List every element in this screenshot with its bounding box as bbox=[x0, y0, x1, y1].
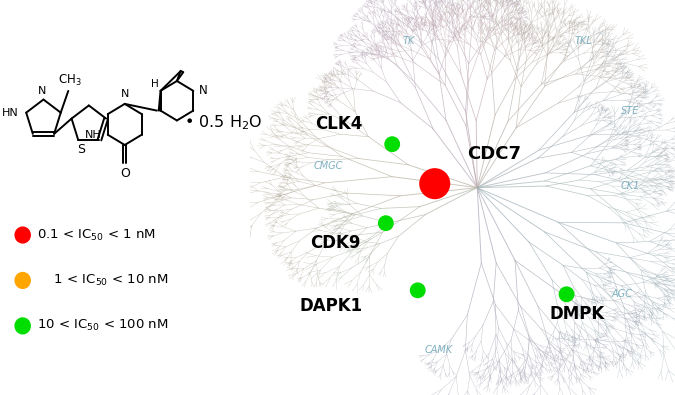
Text: HN: HN bbox=[2, 108, 19, 118]
Text: CK1: CK1 bbox=[620, 181, 640, 191]
Text: CMGC: CMGC bbox=[314, 161, 343, 171]
Circle shape bbox=[15, 227, 30, 243]
Text: CDK9: CDK9 bbox=[310, 234, 360, 252]
Text: CDC7: CDC7 bbox=[466, 145, 520, 163]
Point bbox=[561, 291, 572, 297]
Text: CAMK: CAMK bbox=[425, 344, 453, 355]
Text: AGC: AGC bbox=[612, 289, 632, 299]
Text: CH$_3$: CH$_3$ bbox=[58, 73, 82, 88]
Text: DMPK: DMPK bbox=[549, 305, 605, 323]
Point bbox=[387, 141, 398, 147]
Text: NH: NH bbox=[85, 130, 102, 140]
Text: H: H bbox=[151, 79, 159, 89]
Point bbox=[381, 220, 392, 226]
Text: 1 < IC$_{50}$ < 10 nM: 1 < IC$_{50}$ < 10 nM bbox=[37, 273, 168, 288]
Text: O: O bbox=[119, 167, 130, 180]
Text: N: N bbox=[37, 86, 46, 96]
Text: N: N bbox=[199, 85, 208, 97]
Text: DAPK1: DAPK1 bbox=[299, 297, 362, 315]
Text: • 0.5 H$_2$O: • 0.5 H$_2$O bbox=[184, 113, 263, 132]
Text: N: N bbox=[121, 89, 129, 99]
Text: CLK4: CLK4 bbox=[315, 115, 362, 134]
Text: STE: STE bbox=[621, 105, 639, 116]
Point bbox=[429, 181, 440, 187]
Circle shape bbox=[15, 273, 30, 288]
Circle shape bbox=[15, 318, 30, 334]
Point bbox=[412, 287, 423, 293]
Text: 0.1 < IC$_{50}$ < 1 nM: 0.1 < IC$_{50}$ < 1 nM bbox=[37, 228, 156, 243]
Text: S: S bbox=[77, 143, 85, 156]
Text: TK: TK bbox=[403, 36, 415, 47]
Text: 10 < IC$_{50}$ < 100 nM: 10 < IC$_{50}$ < 100 nM bbox=[37, 318, 169, 333]
Text: TKL: TKL bbox=[574, 36, 593, 47]
